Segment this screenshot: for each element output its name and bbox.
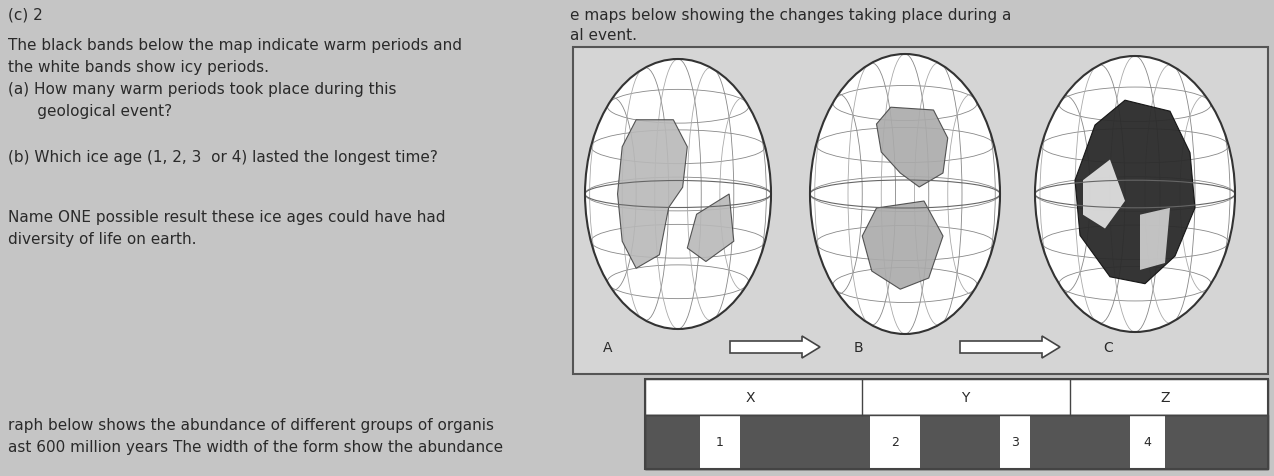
Bar: [645, 415, 1268, 469]
Polygon shape: [1083, 160, 1125, 229]
Text: (a) How many warm periods took place during this: (a) How many warm periods took place dur…: [8, 82, 396, 97]
Bar: [870, 415, 920, 469]
Bar: [645, 379, 1268, 469]
Text: (b) Which ice age (1, 2, 3  or 4) lasted the longest time?: (b) Which ice age (1, 2, 3 or 4) lasted …: [8, 149, 438, 165]
Text: Y: Y: [961, 390, 970, 404]
Text: 1: 1: [716, 436, 724, 448]
Ellipse shape: [810, 55, 1000, 334]
Text: Z: Z: [1161, 390, 1170, 404]
FancyArrow shape: [961, 336, 1060, 358]
Polygon shape: [687, 195, 734, 262]
Ellipse shape: [1034, 57, 1235, 332]
Ellipse shape: [585, 60, 771, 329]
Bar: [645, 415, 1268, 469]
Bar: [645, 379, 1268, 415]
Text: ast 600 million years The width of the form show the abundance: ast 600 million years The width of the f…: [8, 439, 503, 454]
Bar: [699, 415, 740, 469]
Text: The black bands below the map indicate warm periods and: The black bands below the map indicate w…: [8, 38, 462, 53]
FancyArrow shape: [730, 336, 820, 358]
Text: B: B: [854, 340, 862, 354]
Text: geological event?: geological event?: [8, 104, 172, 119]
Polygon shape: [618, 120, 687, 268]
Polygon shape: [1075, 101, 1195, 284]
Bar: [1130, 415, 1164, 469]
Text: the white bands show icy periods.: the white bands show icy periods.: [8, 60, 269, 75]
Text: (c) 2: (c) 2: [8, 8, 43, 23]
Text: X: X: [745, 390, 754, 404]
Polygon shape: [877, 108, 948, 188]
Text: C: C: [1103, 340, 1113, 354]
Text: al event.: al event.: [569, 28, 637, 43]
Text: A: A: [604, 340, 613, 354]
Text: 3: 3: [1012, 436, 1019, 448]
Text: 2: 2: [891, 436, 899, 448]
Text: diversity of life on earth.: diversity of life on earth.: [8, 231, 196, 247]
Bar: [1000, 415, 1029, 469]
Bar: [573, 48, 1268, 374]
Polygon shape: [862, 201, 943, 289]
Text: e maps below showing the changes taking place during a: e maps below showing the changes taking …: [569, 8, 1012, 23]
Text: raph below shows the abundance of different groups of organis: raph below shows the abundance of differ…: [8, 417, 494, 432]
Text: Name ONE possible result these ice ages could have had: Name ONE possible result these ice ages …: [8, 209, 446, 225]
Text: 4: 4: [1144, 436, 1152, 448]
Polygon shape: [1140, 208, 1170, 270]
